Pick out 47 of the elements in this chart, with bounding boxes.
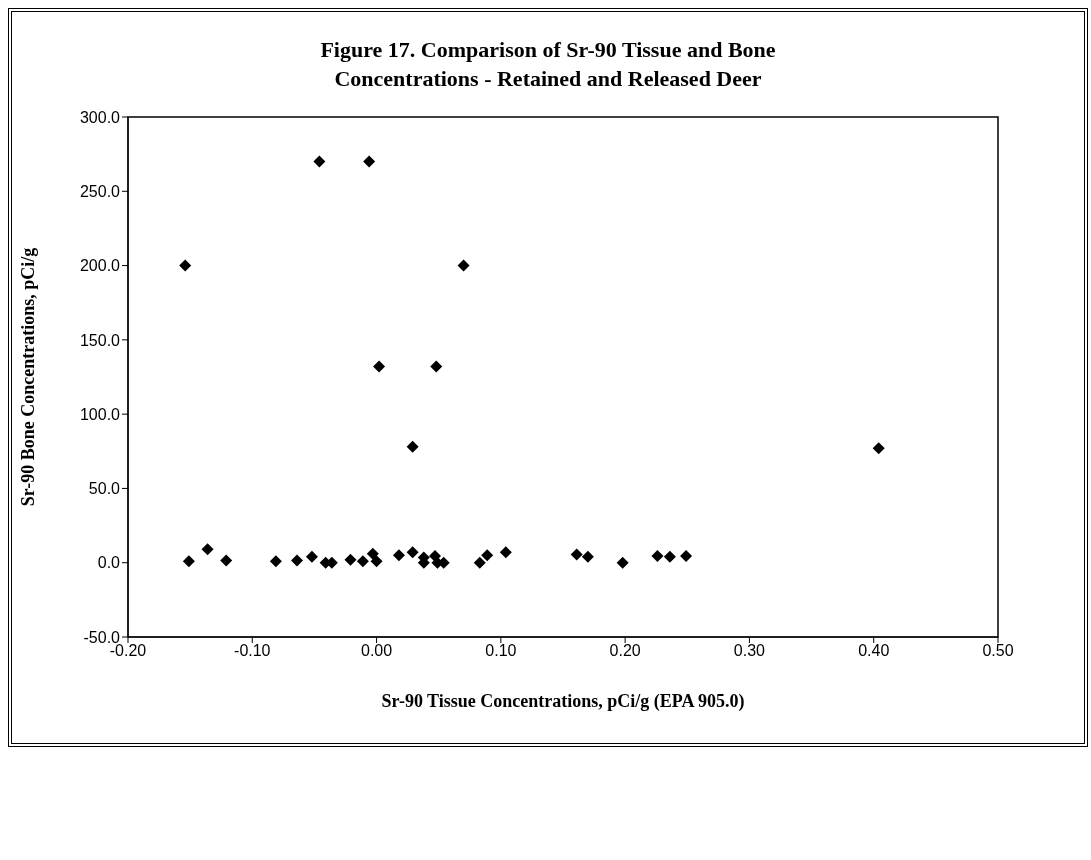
point [269, 555, 282, 568]
point [481, 549, 494, 562]
x-axis-title: Sr-90 Tissue Concentrations, pCi/g (EPA 905.0) [381, 691, 745, 713]
point [305, 550, 318, 563]
point [499, 546, 512, 559]
point [356, 555, 369, 568]
point [616, 556, 629, 569]
x-tick-label: 0.30 [733, 642, 766, 660]
y-tick-label: 150.0 [79, 331, 121, 349]
x-tick-label: 0.10 [485, 642, 517, 660]
point [291, 554, 304, 567]
x-tick-label: 0.50 [982, 642, 1014, 660]
x-tick-label: 0.20 [609, 642, 641, 660]
x-tick-label: -0.20 [109, 642, 147, 660]
point [680, 550, 693, 563]
point [473, 556, 486, 569]
point [179, 259, 192, 272]
point [651, 550, 664, 563]
point [581, 550, 594, 563]
point [363, 155, 376, 168]
y-tick-label: 50.0 [88, 480, 121, 498]
y-axis-title: Sr-90 Bone Concentrations, pCi/g [18, 248, 39, 507]
y-tick-label: 300.0 [79, 108, 121, 126]
point [201, 543, 214, 556]
point [570, 548, 583, 561]
chart-title: Figure 17. Comparison of Sr-90 Tissue and Bone Concentrations - Retained and Released Deer [319, 36, 777, 93]
point [663, 550, 676, 563]
point [370, 555, 383, 568]
point [406, 441, 419, 454]
point [406, 546, 419, 559]
x-tick-label: -0.10 [234, 642, 271, 660]
y-tick-label: 200.0 [79, 257, 121, 275]
x-tick-label: 0.00 [361, 642, 393, 660]
point [373, 360, 386, 373]
point [313, 155, 326, 168]
x-tick-label: 0.40 [858, 642, 890, 660]
point [344, 553, 357, 566]
point [457, 259, 470, 272]
point [872, 442, 885, 455]
point [220, 554, 233, 567]
point [366, 547, 379, 560]
point [182, 555, 195, 568]
y-tick-label: 0.0 [97, 554, 121, 572]
point [392, 549, 405, 562]
y-tick-label: 250.0 [79, 183, 121, 201]
y-tick-label: 100.0 [79, 406, 121, 424]
point [430, 360, 443, 373]
